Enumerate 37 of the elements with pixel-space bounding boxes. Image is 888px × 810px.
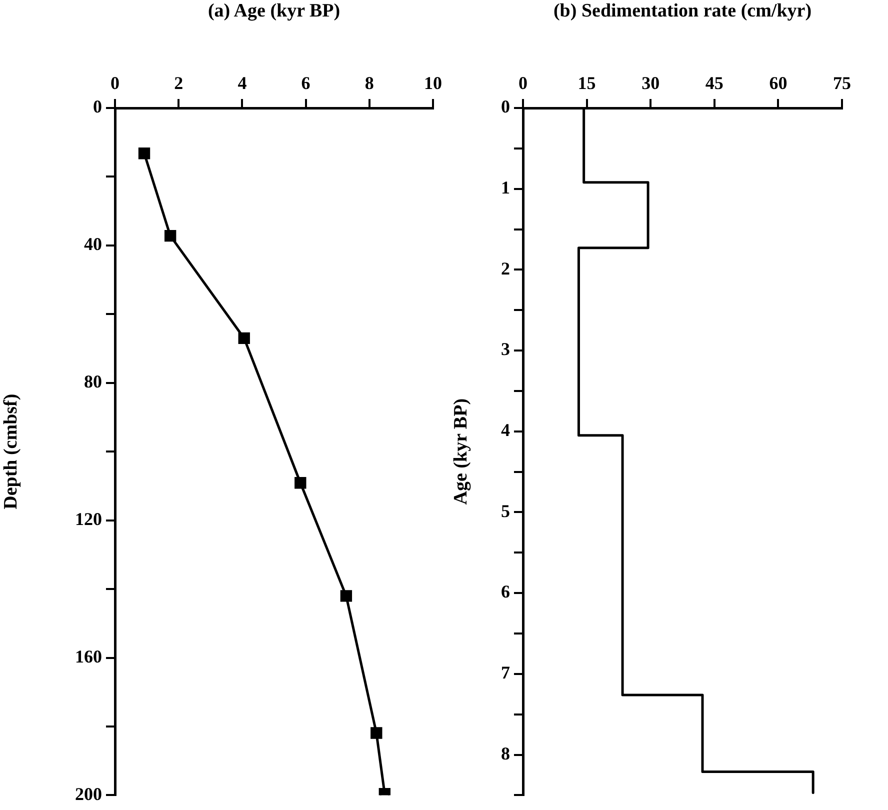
x-axis-title: (a) Age (kyr BP)	[208, 0, 340, 22]
point	[238, 332, 250, 344]
point	[370, 727, 382, 739]
y-tick-label: 3	[501, 339, 510, 360]
point	[294, 477, 306, 489]
y-tick-label: 5	[501, 500, 510, 521]
x-tick-label: 75	[833, 72, 851, 93]
y-axis-title: Depth (cmbsf)	[0, 394, 22, 510]
y-tick-label: 160	[75, 646, 102, 666]
x-tick-label: 30	[642, 72, 660, 93]
point	[340, 590, 352, 602]
y-tick-label: 0	[501, 96, 510, 117]
y-tick-label: 40	[84, 234, 102, 254]
y-tick-label: 0	[93, 96, 102, 117]
y-tick-label: 7	[501, 662, 510, 683]
y-tick-label: 200	[75, 784, 102, 804]
x-axis-title: (b) Sedimentation rate (cm/kyr)	[553, 0, 812, 22]
point	[164, 230, 176, 242]
y-tick-label: 4	[501, 420, 510, 440]
y-tick-label: 120	[75, 508, 102, 529]
x-tick-label: 15	[578, 72, 596, 93]
x-tick-label: 0	[110, 72, 120, 93]
x-tick-label: 6	[301, 72, 310, 93]
y-tick-label: 80	[84, 372, 102, 392]
x-tick-label: 0	[518, 72, 528, 93]
x-tick-label: 60	[769, 72, 788, 93]
y-tick-label: 2	[501, 258, 510, 278]
y-tick-label: 1	[501, 178, 510, 198]
x-tick-label: 2	[174, 72, 184, 93]
y-tick-label: 8	[501, 743, 510, 764]
x-tick-label: 45	[705, 72, 724, 93]
y-tick-label: 6	[501, 582, 510, 602]
x-tick-label: 8	[364, 72, 374, 93]
y-axis-title: Age (kyr BP)	[450, 398, 472, 505]
point	[138, 148, 150, 160]
x-tick-label: 10	[424, 72, 442, 93]
x-tick-label: 4	[238, 72, 247, 93]
